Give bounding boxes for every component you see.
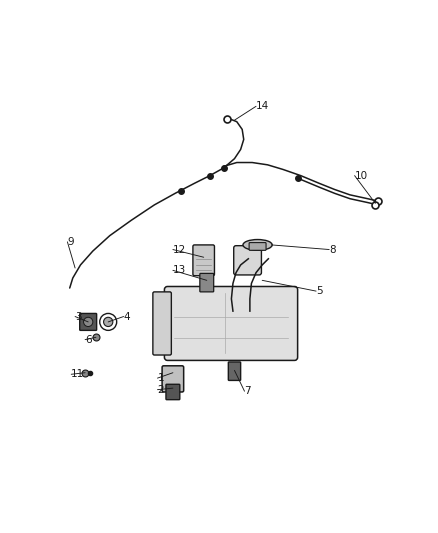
FancyBboxPatch shape (234, 246, 261, 275)
Text: 11: 11 (71, 369, 85, 379)
Ellipse shape (243, 239, 272, 251)
FancyBboxPatch shape (162, 366, 184, 392)
Text: 1: 1 (158, 373, 164, 383)
Text: 9: 9 (67, 237, 74, 247)
FancyBboxPatch shape (249, 243, 266, 251)
FancyBboxPatch shape (228, 362, 240, 381)
Text: 13: 13 (173, 265, 186, 276)
FancyBboxPatch shape (193, 245, 215, 276)
FancyBboxPatch shape (166, 384, 180, 400)
Text: 8: 8 (329, 245, 336, 255)
Text: 4: 4 (124, 311, 130, 321)
Circle shape (84, 317, 93, 327)
Text: 12: 12 (173, 245, 186, 255)
Text: 10: 10 (355, 171, 368, 181)
FancyBboxPatch shape (80, 313, 97, 330)
Circle shape (100, 313, 117, 330)
Text: 3: 3 (75, 311, 82, 321)
FancyBboxPatch shape (200, 273, 214, 292)
Text: 2: 2 (158, 385, 164, 394)
Circle shape (103, 317, 113, 327)
FancyBboxPatch shape (153, 292, 171, 355)
FancyBboxPatch shape (164, 287, 298, 360)
Text: 7: 7 (244, 386, 251, 396)
Text: 5: 5 (316, 286, 323, 296)
Text: 14: 14 (256, 101, 269, 111)
Text: 6: 6 (85, 335, 92, 345)
